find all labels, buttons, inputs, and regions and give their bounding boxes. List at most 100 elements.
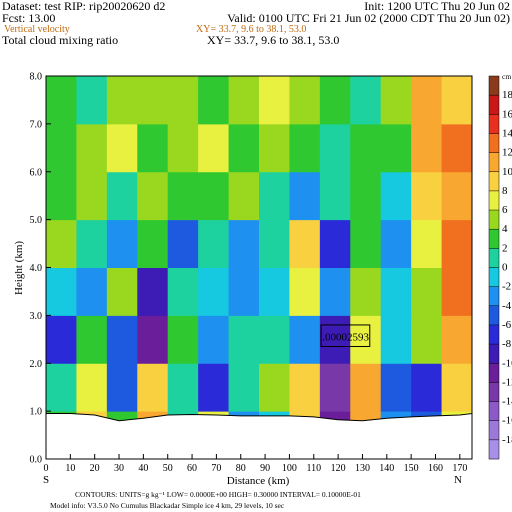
colorbar-swatch [489, 401, 499, 421]
colorbar-tick-label: 14 [502, 127, 512, 139]
x-tick-label: 140 [379, 463, 394, 474]
colorbar-swatch [489, 305, 499, 326]
field-cell [198, 315, 230, 364]
y-tick-label: 4.0 [30, 263, 43, 274]
field-cell [228, 219, 260, 268]
y-tick-label: 8.0 [30, 72, 43, 83]
field-cell [319, 76, 351, 125]
field-cell [137, 171, 169, 221]
colorbar-swatch [489, 95, 499, 115]
x-tick-label: 130 [355, 463, 370, 474]
field-cell [259, 315, 290, 364]
field-cell [411, 171, 443, 221]
field-cell [289, 267, 321, 316]
field-cell [350, 315, 382, 364]
end-label: S [43, 474, 49, 486]
field-cell [289, 315, 321, 364]
field-cell [46, 219, 77, 268]
field-cell [228, 171, 260, 221]
field-cell [319, 171, 351, 221]
field-cell [198, 219, 230, 268]
x-tick-label: 80 [236, 463, 246, 474]
field-cell [167, 219, 199, 268]
field-cell [259, 267, 290, 316]
colorbar-tick-label: -14 [502, 396, 512, 408]
field-cell [411, 123, 443, 173]
colorbar-swatch [489, 171, 499, 192]
field-cell [319, 315, 351, 364]
field-cell [380, 123, 412, 173]
colorbar-tick-label: -4 [502, 300, 512, 312]
field-cell [289, 363, 321, 412]
colorbar-tick-label: -10 [502, 357, 512, 369]
contour-field [46, 76, 473, 460]
colorbar-tick-label: 10 [502, 166, 512, 178]
x-tick-label: 160 [428, 463, 443, 474]
field-cell [350, 123, 382, 173]
header-text: Valid: 0100 UTC Fri 21 Jun 02 (2000 CDT … [227, 11, 510, 25]
field-cell [380, 76, 412, 125]
x-tick-label: 50 [163, 463, 173, 474]
y-tick-label: 6.0 [30, 167, 43, 178]
field-cell [441, 315, 473, 364]
colorbar-swatch [489, 248, 499, 268]
field-cell [167, 363, 199, 412]
colorbar-tick-label: -16 [502, 415, 512, 427]
colorbar-swatch [489, 382, 499, 402]
cross-section: XY= 33.7, 9.6 to 38.1, 53.0 [196, 24, 306, 35]
colorbar-tick-label: 18 [502, 89, 512, 101]
field-cell [441, 363, 473, 412]
cross-section: XY= 33.7, 9.6 to 38.1, 53.0 [207, 33, 339, 47]
x-tick-label: 30 [114, 463, 124, 474]
field-cell [198, 267, 230, 316]
field-cell [441, 267, 473, 316]
field-cell [46, 76, 77, 125]
field-cell [137, 315, 169, 364]
field-cell [106, 76, 138, 125]
field-cell [76, 267, 108, 316]
field-cell [259, 123, 290, 173]
colorbar-swatch [489, 439, 499, 460]
field-cell [228, 267, 260, 316]
field-cell [76, 363, 108, 412]
header-text: Fcst: 13.00 [2, 11, 55, 25]
field-cell [411, 363, 443, 412]
y-axis-label: Height (km) [13, 241, 25, 295]
field-cell [441, 219, 473, 268]
field-cell [289, 171, 321, 221]
colorbar-swatch [489, 344, 499, 364]
field-cell [137, 267, 169, 316]
field-cell [46, 171, 77, 221]
x-tick-label: 100 [282, 463, 297, 474]
end-label: N [454, 474, 462, 486]
field-cell [106, 363, 138, 412]
colorbar-tick-label: 2 [502, 242, 508, 254]
field-cell [76, 123, 108, 173]
field-cell [228, 315, 260, 364]
colorbar-tick-label: 12 [502, 147, 512, 159]
field-cell [380, 267, 412, 316]
x-tick-label: 110 [306, 463, 321, 474]
overlay: .00002593 [45, 324, 473, 460]
colorbar-swatch [489, 324, 499, 345]
field-cell [411, 76, 443, 125]
field-cell [137, 363, 169, 412]
colorbar-swatch [489, 229, 499, 249]
field-cell [380, 171, 412, 221]
field-cell [137, 76, 169, 125]
field-cell [76, 76, 108, 125]
field-cell [411, 267, 443, 316]
field-cell [106, 171, 138, 221]
field-cell [350, 171, 382, 221]
field-cell [46, 267, 77, 316]
colorbar-tick-label: 6 [502, 204, 508, 216]
x-tick-label: 60 [187, 463, 197, 474]
field-cell [198, 123, 230, 173]
field-cell [106, 219, 138, 268]
field-cell [76, 219, 108, 268]
field-cell [441, 171, 473, 221]
field-cell [380, 315, 412, 364]
field-cell [167, 315, 199, 364]
field-cell [350, 363, 382, 412]
